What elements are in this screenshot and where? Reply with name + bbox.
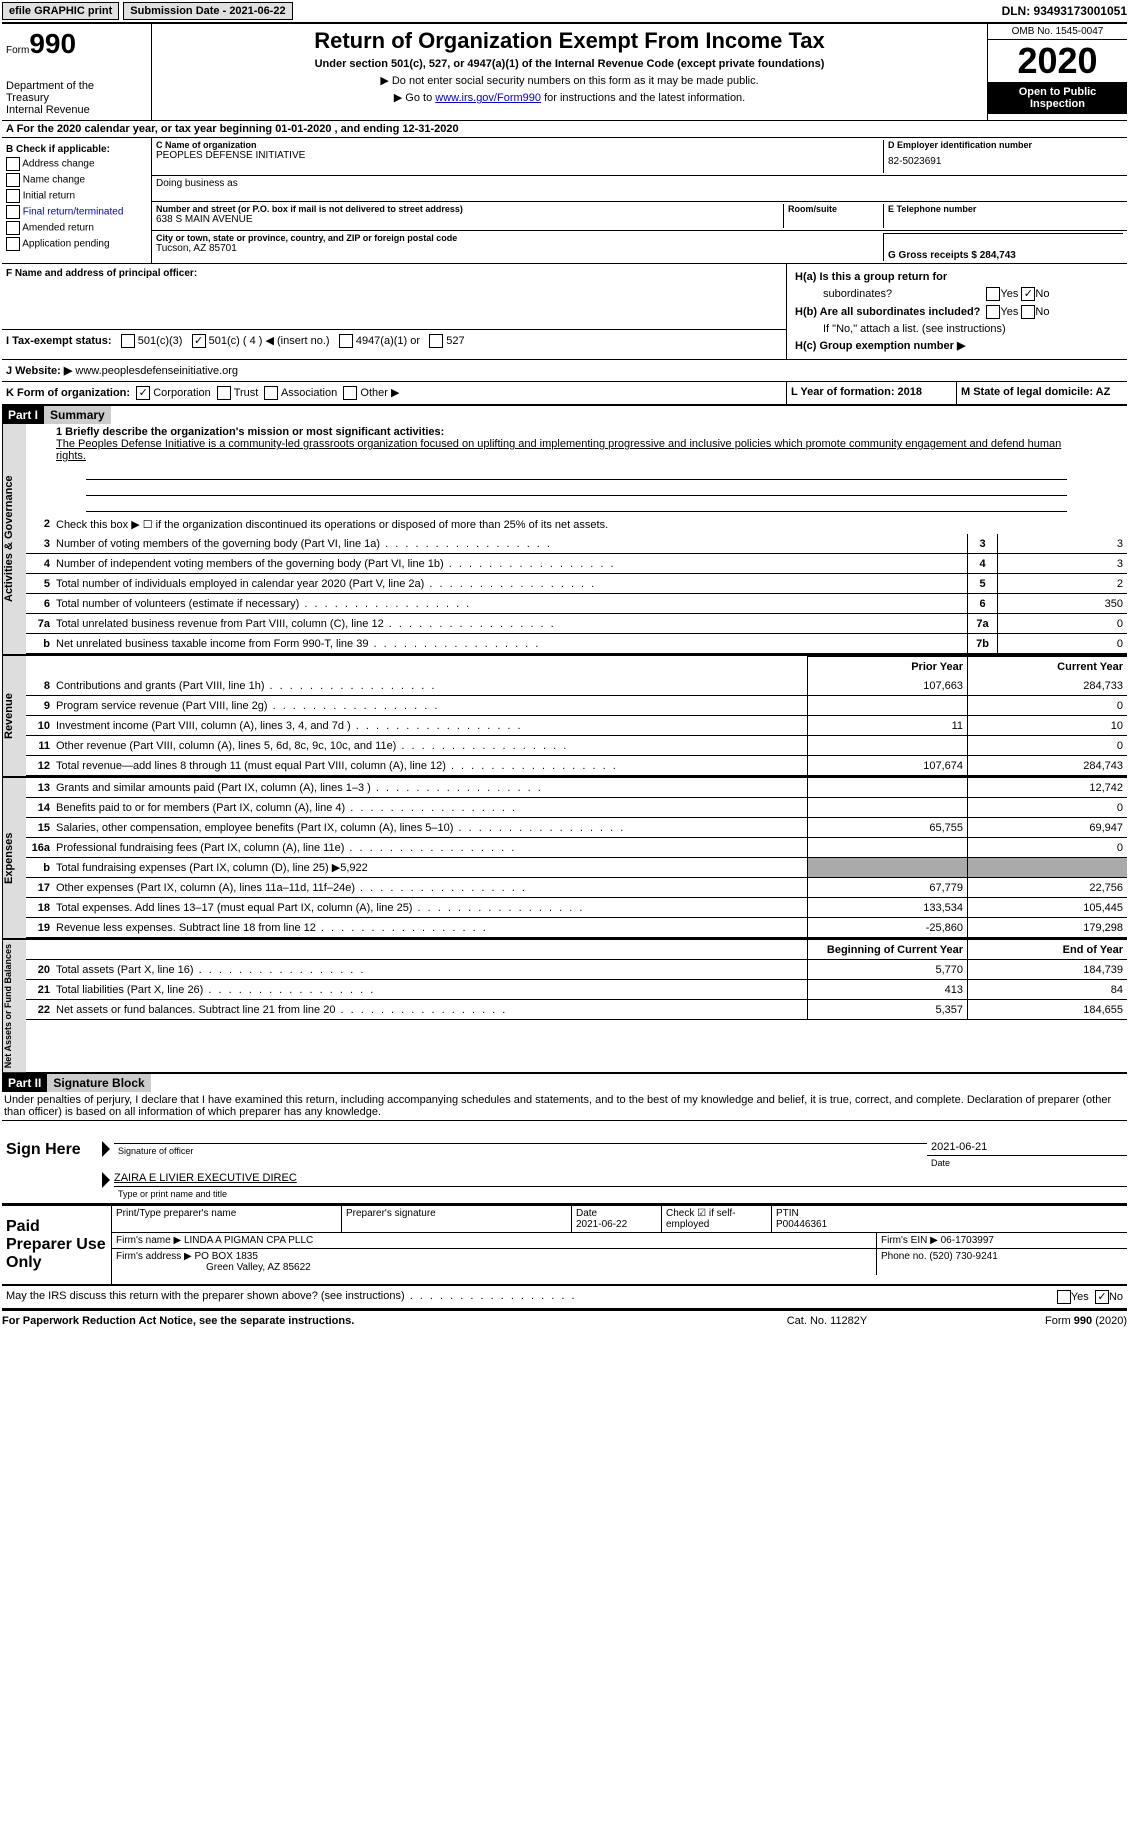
officer-name: ZAIRA E LIVIER EXECUTIVE DIREC [114, 1172, 1127, 1184]
form-title: Return of Organization Exempt From Incom… [156, 28, 983, 54]
tax-year: 2020 [988, 40, 1127, 82]
ha-label: H(a) Is this a group return for [793, 270, 982, 284]
section-b-label: B Check if applicable: [6, 144, 147, 155]
end-year-header: End of Year [967, 940, 1127, 959]
check-corporation[interactable] [136, 386, 150, 400]
check-name-change[interactable] [6, 173, 20, 187]
check-527[interactable] [429, 334, 443, 348]
part2-header: Part II [2, 1074, 47, 1092]
check-application-pending[interactable] [6, 237, 20, 251]
ein-label: D Employer identification number [888, 140, 1119, 150]
open-to-public: Open to Public Inspection [988, 82, 1127, 114]
check-501c3[interactable] [121, 334, 135, 348]
form-footer: Form 990 (2020) [927, 1315, 1127, 1327]
org-name-label: C Name of organization [156, 140, 883, 150]
room-label: Room/suite [788, 204, 883, 214]
form-word: Form [6, 45, 29, 56]
year-formation: L Year of formation: 2018 [787, 382, 957, 404]
preparer-name-label: Print/Type preparer's name [112, 1206, 342, 1232]
check-trust[interactable] [217, 386, 231, 400]
check-amended[interactable] [6, 221, 20, 235]
ha-yes[interactable] [986, 287, 1000, 301]
current-year-header: Current Year [967, 656, 1127, 676]
submission-date: Submission Date - 2021-06-22 [123, 2, 292, 20]
check-501c[interactable] [192, 334, 206, 348]
mission-label: 1 Briefly describe the organization's mi… [56, 426, 444, 438]
discuss-yes[interactable] [1057, 1290, 1071, 1304]
check-association[interactable] [264, 386, 278, 400]
ptin-value: P00446361 [776, 1219, 827, 1230]
ssn-warning: ▶ Do not enter social security numbers o… [156, 74, 983, 87]
street-address: 638 S MAIN AVENUE [156, 214, 783, 225]
dept-treasury: Department of the Treasury Internal Reve… [6, 80, 147, 116]
hb-no[interactable] [1021, 305, 1035, 319]
penalty-statement: Under penalties of perjury, I declare th… [2, 1092, 1127, 1121]
firm-ein: 06-1703997 [941, 1235, 994, 1246]
org-name: PEOPLES DEFENSE INITIATIVE [156, 150, 883, 161]
vtab-expenses: Expenses [2, 778, 26, 938]
discuss-question: May the IRS discuss this return with the… [6, 1290, 1057, 1304]
addr-label: Number and street (or P.O. box if mail i… [156, 204, 783, 214]
form-subtitle: Under section 501(c), 527, or 4947(a)(1)… [156, 58, 983, 70]
efile-print-button[interactable]: efile GRAPHIC print [2, 2, 119, 20]
check-other[interactable] [343, 386, 357, 400]
instructions-link-row: ▶ Go to www.irs.gov/Form990 for instruct… [156, 91, 983, 104]
discuss-no[interactable] [1095, 1290, 1109, 1304]
city-label: City or town, state or province, country… [156, 233, 883, 243]
preparer-sig-label: Preparer's signature [342, 1206, 572, 1232]
firm-name: LINDA A PIGMAN CPA PLLC [184, 1235, 313, 1246]
paid-preparer-label: Paid Preparer Use Only [2, 1206, 112, 1284]
self-employed-check[interactable]: Check ☑ if self-employed [662, 1206, 772, 1232]
part1-header: Part I [2, 406, 44, 424]
part1-title: Summary [44, 406, 111, 424]
website-label: J Website: ▶ [6, 365, 72, 377]
sign-arrow-icon [102, 1141, 110, 1157]
paperwork-notice: For Paperwork Reduction Act Notice, see … [2, 1315, 727, 1327]
omb-number: OMB No. 1545-0047 [988, 24, 1127, 40]
hb-label: H(b) Are all subordinates included? [793, 304, 982, 320]
sign-date: 2021-06-21 [927, 1141, 1127, 1153]
irs-link[interactable]: www.irs.gov/Form990 [435, 92, 541, 104]
sign-date-label: Date [927, 1155, 1127, 1170]
name-title-label: Type or print name and title [114, 1186, 1127, 1201]
hc-label: H(c) Group exemption number ▶ [793, 338, 1051, 353]
firm-addr1: PO BOX 1835 [195, 1251, 258, 1262]
prior-year-header: Prior Year [807, 656, 967, 676]
vtab-net-assets: Net Assets or Fund Balances [2, 940, 26, 1072]
vtab-governance: Activities & Governance [2, 424, 26, 654]
begin-year-header: Beginning of Current Year [807, 940, 967, 959]
hb-yes[interactable] [986, 305, 1000, 319]
vtab-revenue: Revenue [2, 656, 26, 776]
ein-value: 82-5023691 [888, 150, 1119, 173]
tax-exempt-label: I Tax-exempt status: [6, 335, 112, 347]
state-domicile: M State of legal domicile: AZ [957, 382, 1127, 404]
gross-receipts: G Gross receipts $ 284,743 [888, 234, 1119, 261]
check-4947[interactable] [339, 334, 353, 348]
ha-no[interactable] [1021, 287, 1035, 301]
tax-period: A For the 2020 calendar year, or tax yea… [2, 121, 1127, 138]
prep-date: 2021-06-22 [576, 1219, 627, 1230]
mission-text: The Peoples Defense Initiative is a comm… [56, 438, 1061, 462]
website-value: www.peoplesdefenseinitiative.org [75, 365, 238, 377]
tel-label: E Telephone number [888, 204, 1119, 214]
check-initial-return[interactable] [6, 189, 20, 203]
dln: DLN: 93493173001051 [1002, 4, 1127, 18]
firm-phone: (520) 730-9241 [929, 1251, 997, 1262]
check-final-return[interactable] [6, 205, 20, 219]
part2-title: Signature Block [47, 1074, 150, 1092]
name-arrow-icon [102, 1172, 110, 1188]
sign-here-label: Sign Here [2, 1121, 102, 1203]
officer-signature-line[interactable]: Signature of officer [114, 1143, 927, 1158]
form-of-org-label: K Form of organization: [6, 387, 130, 399]
cat-number: Cat. No. 11282Y [727, 1315, 927, 1327]
dba-label: Doing business as [156, 178, 883, 189]
check-address-change[interactable] [6, 157, 20, 171]
principal-officer-label: F Name and address of principal officer: [6, 268, 782, 279]
firm-addr2: Green Valley, AZ 85622 [116, 1262, 311, 1273]
form-number: 990 [29, 28, 76, 59]
city-value: Tucson, AZ 85701 [156, 243, 883, 254]
